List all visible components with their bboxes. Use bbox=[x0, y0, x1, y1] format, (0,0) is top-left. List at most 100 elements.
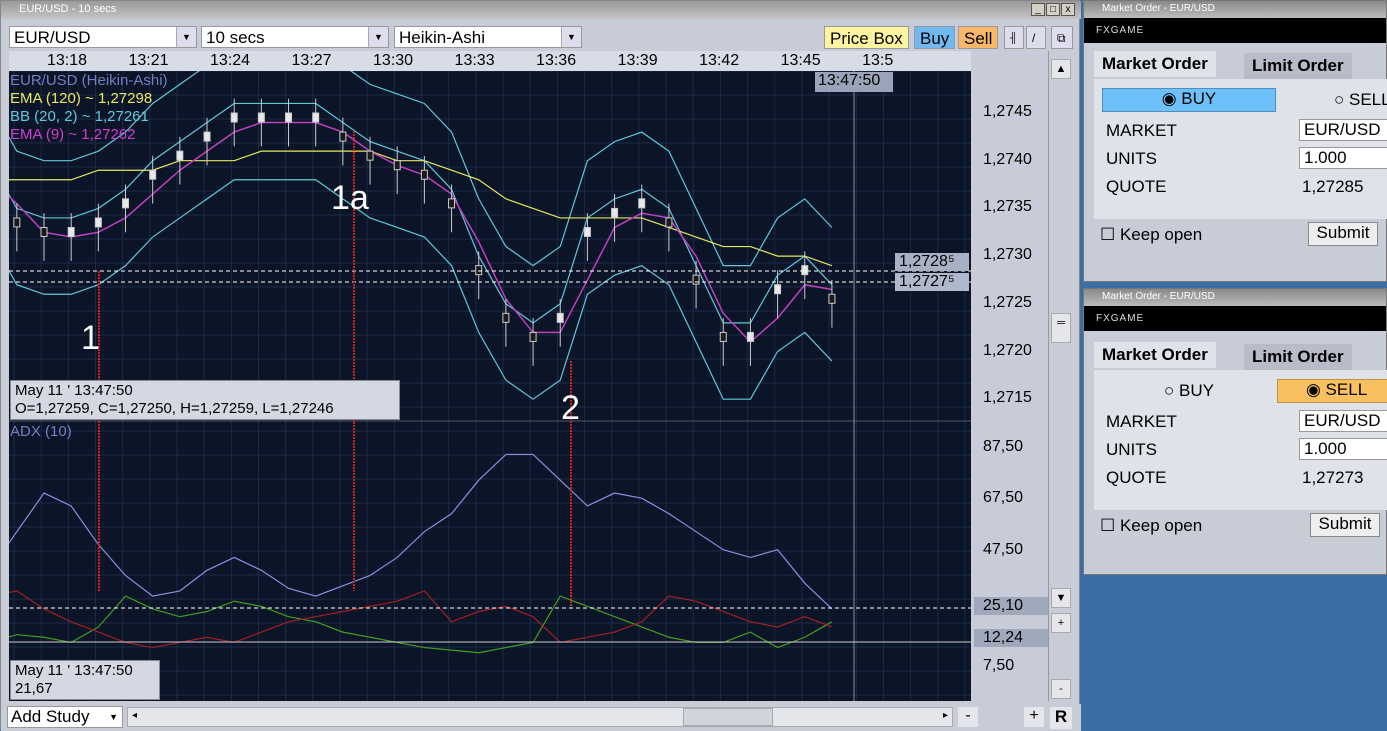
keep-open-checkbox[interactable]: ☐ Keep open bbox=[1100, 225, 1203, 244]
units-label: UNITS bbox=[1106, 149, 1157, 168]
chart-type-select[interactable]: Heikin-Ashi ▼ bbox=[394, 26, 582, 48]
candle bbox=[393, 160, 401, 171]
time-tick: 13:45 bbox=[780, 52, 821, 69]
reset-button[interactable]: R bbox=[1050, 707, 1072, 729]
minus-di-line bbox=[9, 590, 833, 649]
time-tick: 13:30 bbox=[373, 52, 414, 69]
order-form: ○ BUY ◉ SELL MARKET EUR/USD UNITS 1.000 … bbox=[1094, 370, 1387, 510]
ohlc-info-box: May 11 ' 13:47:50 O=1,27259, C=1,27250, H… bbox=[10, 380, 400, 420]
chevron-down-icon: ▼ bbox=[561, 27, 581, 47]
buy-radio[interactable]: ◉ BUY bbox=[1102, 88, 1276, 112]
candle bbox=[502, 312, 510, 323]
submit-button[interactable]: Submit bbox=[1308, 222, 1378, 246]
annotation-label-1a: 1a bbox=[331, 179, 369, 217]
time-tick: 13:39 bbox=[617, 52, 658, 69]
title-bar: EUR/USD - 10 secs bbox=[1, 1, 1081, 19]
order-title: Market Order - EUR/USD bbox=[1084, 1, 1386, 18]
candle bbox=[40, 226, 48, 237]
submit-button[interactable]: Submit bbox=[1310, 513, 1380, 537]
candle bbox=[257, 112, 265, 123]
tab-market-order[interactable]: Market Order bbox=[1094, 342, 1216, 368]
candle bbox=[665, 217, 673, 228]
minimize-button[interactable]: _ bbox=[1031, 3, 1045, 16]
horizontal-scrollbar[interactable]: ◂ ▸ bbox=[127, 707, 953, 727]
zoom-out-time-button[interactable]: - bbox=[958, 707, 978, 727]
market-label: MARKET bbox=[1106, 412, 1177, 431]
market-field[interactable]: EUR/USD bbox=[1299, 119, 1387, 141]
sell-radio[interactable]: ◉ SELL bbox=[1277, 379, 1387, 403]
add-study-select[interactable]: Add Study ▼ bbox=[7, 706, 123, 728]
zoom-in-time-button[interactable]: + bbox=[1024, 707, 1044, 727]
candles-icon[interactable]: ╢ bbox=[1004, 26, 1024, 49]
candle bbox=[556, 312, 564, 323]
candle bbox=[339, 131, 347, 142]
quote-value: 1,27273 bbox=[1302, 468, 1364, 487]
bb-middle-line bbox=[9, 102, 833, 324]
adx-tick: 67,50 bbox=[983, 489, 1024, 506]
buy-button[interactable]: Buy bbox=[914, 26, 956, 49]
sell-radio[interactable]: ○ SELL bbox=[1334, 90, 1387, 109]
adx-tick: 87,50 bbox=[983, 438, 1024, 455]
market-label: MARKET bbox=[1106, 121, 1177, 140]
quote-label: QUOTE bbox=[1106, 468, 1167, 487]
tab-limit-order[interactable]: Limit Order bbox=[1244, 344, 1352, 370]
candle bbox=[801, 265, 809, 276]
legend-bb: BB (20, 2) ~ 1,27261 bbox=[10, 108, 149, 125]
scroll-thumb[interactable]: ═ bbox=[1051, 313, 1071, 343]
scroll-left-icon[interactable]: ◂ bbox=[132, 710, 138, 721]
scroll-down-button[interactable]: ▼ bbox=[1051, 588, 1071, 608]
candle bbox=[67, 226, 75, 237]
units-field[interactable]: 1.000 bbox=[1299, 147, 1387, 169]
close-button[interactable]: x bbox=[1061, 3, 1075, 16]
bb-lower-line bbox=[9, 179, 833, 400]
time-tick: 13:24 bbox=[210, 52, 251, 69]
quote-value: 1,27285 bbox=[1302, 177, 1364, 196]
price-tick: 1,2720 bbox=[983, 341, 1032, 359]
scroll-up-button[interactable]: ▲ bbox=[1051, 59, 1071, 79]
vertical-scrollbar[interactable]: ▲ ═ ▼ + - bbox=[1048, 51, 1073, 701]
price-axis[interactable]: 1,2745 1,2740 1,2735 1,2730 1,2725 1,2720 1,27… bbox=[971, 51, 1048, 701]
zoom-out-button[interactable]: - bbox=[1051, 679, 1071, 699]
legend-ema120: EMA (120) ~ 1,27298 bbox=[10, 90, 153, 107]
chart-window: EUR/USD - 10 secs _ □ x EUR/USD ▼ 10 secs… bbox=[0, 0, 1081, 731]
candle bbox=[746, 331, 754, 342]
interval-select[interactable]: 10 secs ▼ bbox=[201, 26, 389, 48]
units-field[interactable]: 1.000 bbox=[1299, 438, 1387, 460]
candle bbox=[611, 207, 619, 218]
sell-button[interactable]: Sell bbox=[958, 26, 999, 49]
adx-tick: 47,50 bbox=[983, 541, 1024, 558]
tab-market-order[interactable]: Market Order bbox=[1094, 51, 1216, 77]
bb-upper-line bbox=[9, 71, 833, 267]
crosshair-time-label: 13:47:50 bbox=[815, 72, 893, 92]
maximize-button[interactable]: □ bbox=[1046, 3, 1060, 16]
candle bbox=[230, 112, 238, 123]
order-title: Market Order - EUR/USD bbox=[1084, 289, 1386, 306]
candle bbox=[828, 293, 836, 304]
candle bbox=[94, 217, 102, 228]
scroll-thumb[interactable] bbox=[683, 708, 773, 726]
detach-icon[interactable]: ⧉ bbox=[1051, 26, 1073, 49]
candle bbox=[285, 112, 293, 123]
time-tick: 13:33 bbox=[454, 52, 495, 69]
zoom-in-button[interactable]: + bbox=[1051, 613, 1071, 633]
time-tick: 13:21 bbox=[128, 52, 169, 69]
time-axis: 13:18 13:21 13:24 13:27 13:30 13:33 13:36 13:39… bbox=[9, 51, 971, 71]
chevron-down-icon: ▼ bbox=[176, 27, 196, 47]
keep-open-checkbox[interactable]: ☐ Keep open bbox=[1100, 516, 1203, 535]
symbol-select[interactable]: EUR/USD ▼ bbox=[9, 26, 197, 48]
order-form: ◉ BUY ○ SELL MARKET EUR/USD UNITS 1.000 … bbox=[1094, 79, 1387, 219]
market-order-window-sell: Market Order - EUR/USD FXGAME Market Ord… bbox=[1083, 288, 1387, 575]
buy-radio[interactable]: ○ BUY bbox=[1164, 381, 1214, 400]
draw-line-icon[interactable]: / bbox=[1026, 26, 1046, 49]
tab-limit-order[interactable]: Limit Order bbox=[1244, 53, 1352, 79]
quote-label: QUOTE bbox=[1106, 177, 1167, 196]
price-tick: 1,2725 bbox=[983, 293, 1032, 311]
candle bbox=[149, 169, 157, 180]
fxgame-logo: FXGAME bbox=[1084, 18, 1386, 43]
scroll-right-icon[interactable]: ▸ bbox=[942, 710, 948, 721]
candle bbox=[692, 274, 700, 285]
market-field[interactable]: EUR/USD bbox=[1299, 410, 1387, 432]
price-tick: 1,2730 bbox=[983, 246, 1032, 264]
bid-price-label: 1,2727⁵ bbox=[895, 273, 969, 291]
price-box-button[interactable]: Price Box bbox=[824, 26, 909, 49]
